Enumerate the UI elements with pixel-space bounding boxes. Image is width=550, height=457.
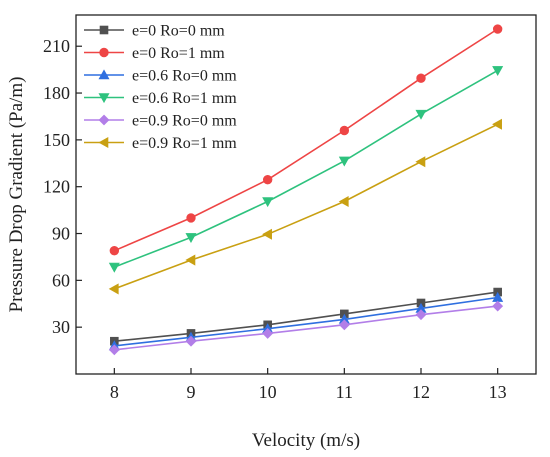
y-tick-label: 180 <box>43 83 70 103</box>
data-point <box>492 66 504 77</box>
y-tick-label: 30 <box>52 317 70 337</box>
series-6 <box>108 118 502 295</box>
y-axis-label: Pressure Drop Gradient (Pa/m) <box>6 77 27 313</box>
data-point <box>338 196 349 208</box>
data-point <box>185 335 197 347</box>
legend-label: e=0.6 Ro=0 mm <box>132 68 237 85</box>
series-line <box>114 291 498 342</box>
x-tick-label: 10 <box>259 382 277 402</box>
x-tick-label: 13 <box>489 382 507 402</box>
data-point <box>415 109 427 120</box>
legend-marker <box>98 69 110 80</box>
series-line <box>114 69 499 268</box>
data-point <box>416 73 426 83</box>
y-tick-label: 90 <box>52 224 70 244</box>
data-point <box>262 327 274 339</box>
data-point <box>339 125 350 136</box>
series-5 <box>108 300 504 356</box>
data-point <box>262 228 272 240</box>
legend: e=0 Ro=0 mm e=0 Ro=1 mm e=0.6 Ro=0 mm e=0.6… <box>84 23 237 152</box>
legend-item: e=0.6 Ro=1 mm <box>84 90 237 107</box>
series-3 <box>108 291 504 351</box>
data-point <box>415 156 426 168</box>
legend-item: e=0.9 Ro=0 mm <box>84 113 237 130</box>
data-point <box>262 174 273 185</box>
legend-label: e=0.9 Ro=1 mm <box>132 135 237 152</box>
legend-label: e=0.9 Ro=0 mm <box>132 113 237 130</box>
legend-item: e=0 Ro=1 mm <box>84 45 225 62</box>
data-point <box>262 197 274 208</box>
series-line <box>114 305 498 351</box>
x-tick-label: 8 <box>110 382 119 402</box>
data-point <box>492 118 502 130</box>
plot-area <box>75 14 537 375</box>
series-group <box>108 24 504 356</box>
data-point <box>492 300 504 312</box>
legend-item: e=0 Ro=0 mm <box>84 23 225 40</box>
data-point <box>109 245 120 256</box>
data-point <box>415 309 427 321</box>
data-point <box>108 262 120 273</box>
data-point <box>185 254 196 266</box>
data-point <box>338 156 350 167</box>
x-tick-label: 12 <box>412 382 430 402</box>
series-line <box>114 296 498 347</box>
series-line <box>113 28 499 252</box>
legend-marker <box>98 114 110 126</box>
series-4 <box>108 66 504 273</box>
x-tick-label: 11 <box>336 382 353 402</box>
legend-label: e=0 Ro=1 mm <box>132 45 225 62</box>
data-point <box>185 233 197 244</box>
data-point <box>338 319 350 331</box>
series-1 <box>110 287 502 346</box>
x-axis-label: Velocity (m/s) <box>252 430 360 451</box>
axes: 8 9 10 11 12 13 30 60 90 120 150 180 210 <box>43 36 507 402</box>
plot-frame <box>75 14 537 375</box>
series-2 <box>109 24 503 256</box>
y-tick-label: 60 <box>52 270 70 290</box>
legend-item: e=0.9 Ro=1 mm <box>84 135 237 152</box>
data-point <box>186 213 196 223</box>
data-point <box>108 283 119 295</box>
legend-marker <box>99 47 109 58</box>
y-tick-label: 210 <box>43 36 70 56</box>
legend-marker <box>98 136 109 149</box>
x-tick-label: 9 <box>187 382 196 402</box>
y-tick-label: 120 <box>43 177 70 197</box>
series-line <box>114 123 499 290</box>
data-point <box>108 344 120 356</box>
legend-label: e=0.6 Ro=1 mm <box>132 90 237 107</box>
legend-item: e=0.6 Ro=0 mm <box>84 68 237 85</box>
legend-marker <box>98 93 110 104</box>
y-tick-label: 150 <box>43 130 70 150</box>
legend-label: e=0 Ro=0 mm <box>132 23 225 40</box>
legend-marker <box>99 25 109 35</box>
data-point <box>492 24 503 34</box>
